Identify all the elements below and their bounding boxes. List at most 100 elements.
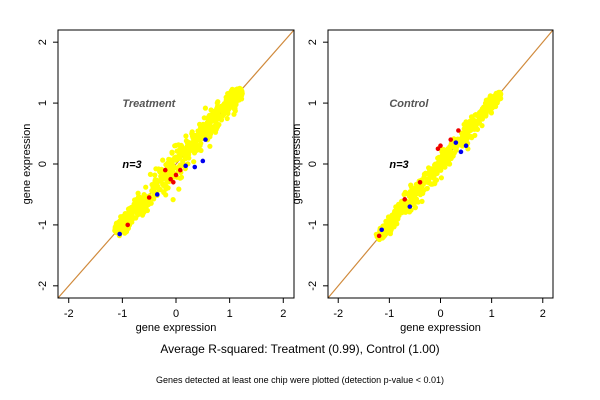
- treatment-point: [196, 146, 202, 153]
- control-y-tick-label: 2: [307, 39, 319, 45]
- treatment-point: [148, 200, 154, 206]
- treatment-point: [158, 170, 164, 176]
- treatment-point: [121, 219, 127, 225]
- control-point: [483, 112, 489, 118]
- control-point: [495, 95, 501, 101]
- control-x-tick-label: -2: [333, 308, 343, 320]
- treatment-y-tick-label: 2: [37, 39, 49, 45]
- treatment-x-tick-label: -1: [117, 308, 127, 320]
- control-x-tick-label: 0: [437, 308, 443, 320]
- control-point: [442, 160, 448, 166]
- treatment-point: [138, 197, 144, 203]
- treatment-point: [178, 150, 185, 156]
- treatment-point: [177, 175, 183, 181]
- treatment-low-point: [183, 163, 188, 169]
- treatment-high-point: [125, 222, 131, 228]
- treatment-high-points: [125, 167, 183, 228]
- control-point: [391, 224, 397, 230]
- control-point: [388, 228, 394, 234]
- control-y-tick-label: 0: [307, 161, 319, 167]
- control-point: [408, 197, 414, 203]
- control-point: [486, 100, 492, 107]
- control-point: [469, 135, 475, 141]
- treatment-point: [186, 142, 192, 148]
- control-point: [392, 218, 398, 224]
- control-point: [435, 155, 441, 161]
- control-low-point: [463, 143, 469, 149]
- treatment-point: [128, 217, 134, 223]
- control-point: [488, 110, 494, 116]
- treatment-high-point: [168, 176, 173, 182]
- treatment-point: [165, 185, 171, 191]
- control-low-points: [379, 140, 469, 233]
- control-low-point: [407, 204, 413, 209]
- treatment-point: [135, 204, 141, 210]
- treatment-low-point: [203, 137, 208, 142]
- treatment-point: [178, 142, 184, 148]
- control-point: [481, 104, 487, 110]
- treatment-point: [212, 117, 218, 123]
- control-low-point: [453, 140, 459, 145]
- treatment-point: [129, 213, 135, 219]
- treatment-point: [215, 107, 221, 113]
- treatment-y-tick-label: 1: [37, 100, 49, 106]
- treatment-point: [189, 133, 196, 139]
- treatment-point: [133, 199, 139, 205]
- treatment-low-points: [117, 137, 208, 237]
- treatment-high-point: [173, 172, 179, 178]
- control-point: [473, 120, 479, 127]
- treatment-low-point: [117, 231, 122, 237]
- control-point: [412, 188, 418, 194]
- control-point: [384, 227, 390, 233]
- treatment-point: [174, 148, 180, 154]
- treatment-plot-area: [58, 30, 294, 298]
- treatment-point: [197, 128, 203, 134]
- treatment-point: [232, 97, 238, 104]
- treatment-point: [176, 186, 182, 192]
- control-point: [434, 170, 440, 176]
- control-point: [438, 175, 444, 181]
- treatment-point: [201, 115, 207, 121]
- treatment-x-tick-label: 0: [173, 308, 179, 320]
- treatment-point: [134, 210, 140, 216]
- treatment-point: [191, 159, 197, 165]
- control-high-point: [435, 146, 441, 152]
- treatment-point: [231, 111, 237, 117]
- control-y-tick-label: 1: [307, 100, 319, 106]
- treatment-point: [183, 133, 189, 139]
- treatment-point: [234, 91, 240, 97]
- treatment-point: [157, 178, 163, 184]
- treatment-y-tick-label: -1: [37, 220, 49, 230]
- treatment-y-axis-label: gene expression: [21, 124, 33, 205]
- treatment-point: [164, 171, 170, 177]
- control-high-point: [402, 197, 408, 202]
- treatment-point: [150, 185, 156, 191]
- treatment-point: [147, 171, 153, 177]
- control-x-axis-label: gene expression: [400, 322, 481, 334]
- control-point: [421, 171, 427, 177]
- treatment-main-points: [112, 85, 245, 239]
- control-point: [450, 153, 456, 159]
- control-low-point: [458, 149, 464, 155]
- treatment-panel-title: Treatment: [122, 98, 176, 110]
- control-x-tick-label: 1: [489, 308, 495, 320]
- control-point: [405, 191, 411, 197]
- treatment-point: [143, 184, 149, 190]
- control-point: [462, 138, 468, 144]
- treatment-point: [202, 105, 208, 111]
- treatment-y-tick-label: 0: [37, 161, 49, 167]
- treatment-point: [216, 113, 222, 120]
- treatment-x-tick-label: 1: [227, 308, 233, 320]
- control-y-tick-label: -1: [307, 220, 319, 230]
- treatment-point: [174, 156, 180, 162]
- control-low-point: [379, 227, 384, 233]
- control-plot-area: [328, 30, 553, 298]
- treatment-point: [191, 150, 198, 156]
- control-x-tick-label: -1: [384, 308, 394, 320]
- treatment-high-point: [171, 179, 176, 185]
- control-point: [466, 126, 472, 132]
- average-r-squared-caption: Average R-squared: Treatment (0.99), Con…: [160, 342, 440, 356]
- control-y-axis-label: gene expression: [291, 124, 303, 205]
- treatment-low-point: [200, 158, 206, 164]
